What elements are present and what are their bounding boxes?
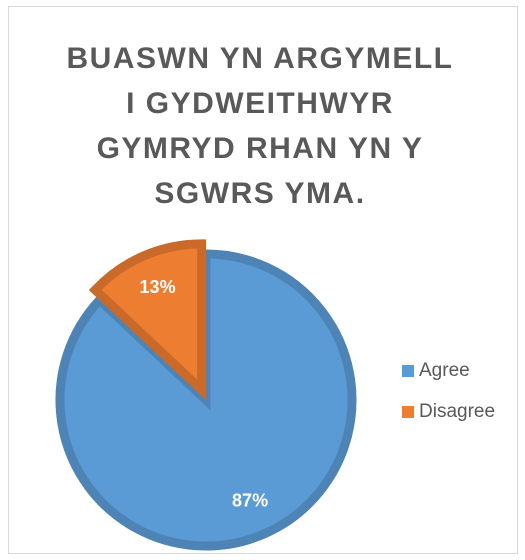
legend-label: Agree [419,360,470,381]
legend-swatch [402,406,414,418]
legend-label: Disagree [419,401,495,422]
chart-frame [8,6,518,554]
pie-slice [88,239,207,401]
chart-title: BUASWN YN ARGYMELL I GYDWEITHWYR GYMRYD … [66,42,454,210]
data-label: 13% [140,277,176,297]
legend-swatch [402,365,414,377]
data-label: 87% [232,491,268,511]
